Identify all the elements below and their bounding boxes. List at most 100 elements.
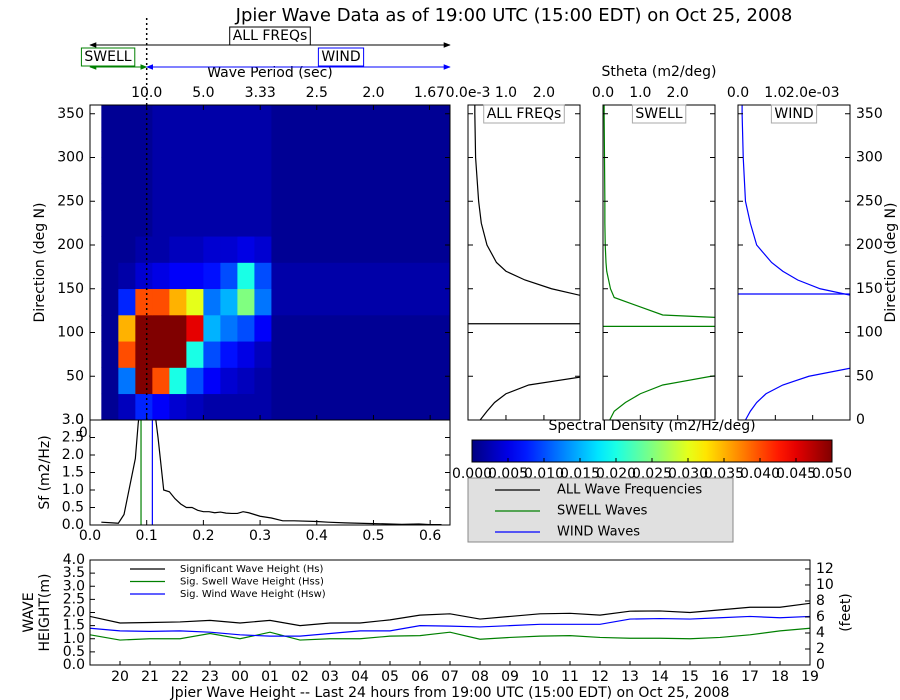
y-axis-label: Direction (deg N) — [883, 203, 899, 323]
heatmap-cell — [203, 262, 221, 290]
x-tick-label: 19 — [801, 669, 819, 685]
period-tick-label: 5.0 — [192, 85, 214, 101]
y-tick-label: 350 — [57, 106, 84, 122]
heatmap-cell — [254, 315, 272, 342]
panel-title: ALL FREQs — [487, 106, 562, 122]
plot-background — [603, 105, 715, 420]
heatmap-cell — [169, 183, 187, 211]
heatmap-cell — [152, 236, 170, 263]
heatmap-cell — [220, 236, 238, 263]
y-axis-label: Direction (deg N) — [32, 203, 48, 323]
x-tick-label: 01 — [261, 669, 279, 685]
heatmap-cell — [152, 367, 170, 395]
x-tick-label: 14 — [651, 669, 669, 685]
x-tick-label: 1.0 — [764, 85, 786, 101]
heatmap-cell — [237, 236, 255, 263]
x-tick-label: 16 — [711, 669, 729, 685]
x-tick-label: 0.0e-3 — [446, 85, 491, 101]
plot-background — [738, 105, 850, 420]
heatmap-cell — [186, 288, 204, 316]
heatmap-cell — [186, 131, 204, 158]
legend-label: Significant Wave Height (Hs) — [180, 564, 323, 575]
heatmap-cell — [271, 262, 450, 290]
heatmap-cell — [254, 210, 272, 237]
panel-title: WIND — [774, 106, 813, 122]
heatmap-cell — [203, 210, 221, 237]
x-tick-label: 07 — [441, 669, 459, 685]
colorbar-tick-label: 0.040 — [740, 466, 780, 482]
x-tick-label: 23 — [201, 669, 219, 685]
heatmap-cell — [135, 393, 153, 420]
x-tick-label: 20 — [111, 669, 129, 685]
heatmap-cell — [203, 288, 221, 316]
heatmap-cell — [254, 131, 272, 158]
heatmap-cell — [118, 288, 136, 316]
heatmap-cell — [237, 367, 255, 395]
heatmap-cell — [135, 315, 153, 342]
y-tick-label: 250 — [856, 193, 883, 209]
heatmap-cell — [237, 262, 255, 290]
y-tick-label: 0.0 — [62, 517, 84, 533]
heatmap-cell — [271, 236, 450, 263]
colorbar-label: Spectral Density (m2/Hz/deg) — [548, 418, 755, 434]
profile-line — [474, 105, 580, 420]
label-box — [229, 26, 311, 46]
x-axis-label: Jpier Wave Height -- Last 24 hours from … — [170, 685, 730, 700]
heatmap-cell — [118, 262, 136, 290]
heatmap-cell — [101, 183, 119, 211]
heatmap-cell — [118, 183, 136, 211]
x-tick-label: 15 — [681, 669, 699, 685]
heatmap-cell — [186, 393, 204, 420]
y-tick-label: 300 — [57, 150, 84, 166]
heatmap-cell — [220, 367, 238, 395]
annotation: SWELL — [84, 49, 131, 65]
heatmap-cell — [169, 393, 187, 420]
y-tick-label: 50 — [66, 368, 84, 384]
heatmap-cell — [203, 341, 221, 368]
y-tick-label: 0.5 — [62, 500, 84, 516]
legend-label: WIND Waves — [557, 525, 640, 540]
plot-background — [468, 105, 580, 420]
heatmap-cell — [203, 183, 221, 211]
heatmap-cell — [152, 183, 170, 211]
heatmap-cell — [152, 157, 170, 185]
heatmap-cell — [220, 131, 238, 158]
heatmap-cell — [135, 341, 153, 368]
chart-title: Jpier Wave Data as of 19:00 UTC (15:00 E… — [235, 5, 793, 26]
heatmap-cell — [220, 105, 238, 132]
heatmap-cell — [169, 262, 187, 290]
y-tick-label: 1.0 — [63, 631, 85, 647]
heatmap-cell — [118, 105, 136, 132]
y-tick-label: 1.0 — [62, 482, 84, 498]
plot-background — [90, 420, 450, 525]
y-tick-label: 300 — [856, 150, 883, 166]
x-tick-label: 0.6 — [419, 528, 441, 544]
x-tick-label: 1.0 — [629, 85, 651, 101]
x-tick-label: 0.0 — [727, 85, 749, 101]
profile-line — [603, 105, 715, 420]
heatmap-cell — [118, 157, 136, 185]
y-tick-label: 150 — [57, 281, 84, 297]
heatmap-cell — [169, 341, 187, 368]
heatmap-cell — [271, 315, 450, 342]
heatmap-cell — [169, 288, 187, 316]
label-box — [317, 47, 365, 67]
y-tick-label: 1.5 — [63, 618, 85, 634]
series-line — [90, 627, 810, 641]
heatmap-cell — [237, 341, 255, 368]
heatmap-cell — [271, 393, 450, 420]
heatmap-cell — [152, 131, 170, 158]
y2-tick-label: 4 — [816, 625, 825, 641]
heatmap-cell — [101, 236, 119, 263]
heatmap-cell — [118, 393, 136, 420]
heatmap-cell — [271, 341, 450, 368]
heatmap-cell — [186, 262, 204, 290]
panel-title: SWELL — [635, 106, 682, 122]
spectrum-line — [101, 420, 442, 525]
y-tick-label: 3.0 — [63, 578, 85, 594]
y2-tick-label: 10 — [816, 577, 834, 593]
x-tick-label: 0.4 — [306, 528, 328, 544]
heatmap-cell — [271, 288, 450, 316]
series-line — [90, 615, 810, 637]
